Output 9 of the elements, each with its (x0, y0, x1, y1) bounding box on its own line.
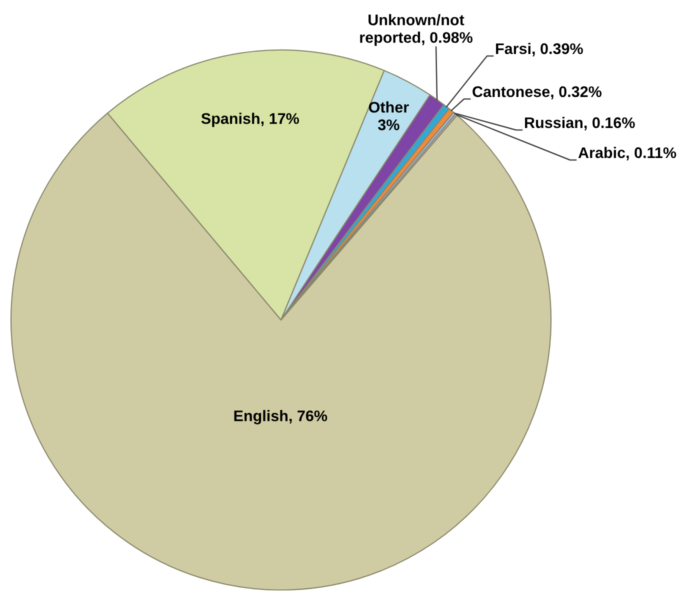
slice-label: Other (368, 101, 409, 113)
slice-label: Cantonese, 0.32% (472, 86, 602, 100)
data-label: 3% (378, 119, 400, 130)
slice-label: Unknown/not reported, 0.98% (360, 14, 472, 46)
slice-label: Arabic, 0.11% (578, 146, 676, 160)
slice-label: Spanish, 17% (201, 112, 299, 127)
slice-label: English, 76% (234, 410, 328, 424)
slice-label: Russian, 0.16% (525, 116, 635, 130)
slice-label: Farsi, 0.39% (496, 42, 583, 56)
